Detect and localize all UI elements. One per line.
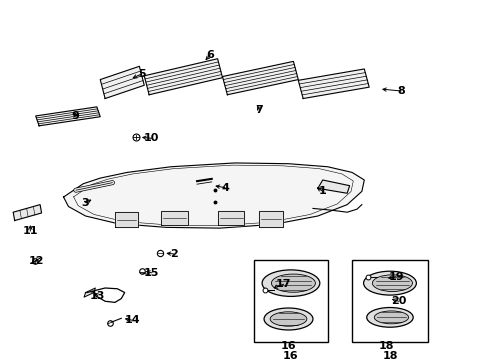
Text: 8: 8: [396, 86, 404, 96]
Text: 1: 1: [318, 186, 326, 196]
Text: 16: 16: [283, 351, 298, 360]
Ellipse shape: [374, 311, 408, 324]
Polygon shape: [144, 59, 222, 95]
Text: 16: 16: [280, 341, 296, 351]
Polygon shape: [115, 212, 138, 228]
Polygon shape: [84, 288, 95, 297]
Text: 18: 18: [382, 351, 397, 360]
Ellipse shape: [363, 271, 416, 295]
Text: 5: 5: [138, 69, 145, 79]
Ellipse shape: [262, 270, 319, 296]
Polygon shape: [36, 107, 100, 126]
Bar: [254, 260, 327, 342]
Polygon shape: [259, 211, 282, 226]
Text: 12: 12: [29, 256, 44, 266]
Polygon shape: [298, 69, 368, 99]
Ellipse shape: [366, 307, 412, 327]
Polygon shape: [217, 211, 244, 225]
Text: 9: 9: [72, 111, 80, 121]
Text: 2: 2: [169, 249, 177, 259]
Text: 11: 11: [22, 226, 38, 236]
Text: 19: 19: [387, 272, 403, 282]
Ellipse shape: [264, 308, 312, 330]
Text: 7: 7: [255, 105, 263, 115]
Ellipse shape: [269, 312, 306, 326]
Bar: [351, 260, 427, 342]
Polygon shape: [222, 62, 298, 95]
Ellipse shape: [271, 274, 315, 292]
Polygon shape: [317, 180, 349, 193]
Text: 6: 6: [206, 50, 214, 60]
Text: 10: 10: [143, 133, 159, 143]
Text: 15: 15: [143, 268, 159, 278]
Text: 20: 20: [390, 296, 406, 306]
Text: 18: 18: [378, 341, 393, 351]
Text: 13: 13: [90, 291, 105, 301]
Text: 4: 4: [221, 183, 228, 193]
Polygon shape: [100, 66, 144, 99]
Polygon shape: [161, 211, 188, 225]
Text: 14: 14: [124, 315, 140, 325]
Ellipse shape: [372, 275, 411, 292]
Polygon shape: [63, 163, 364, 228]
Text: 17: 17: [275, 279, 291, 289]
Text: 3: 3: [81, 198, 89, 208]
Polygon shape: [13, 204, 41, 221]
